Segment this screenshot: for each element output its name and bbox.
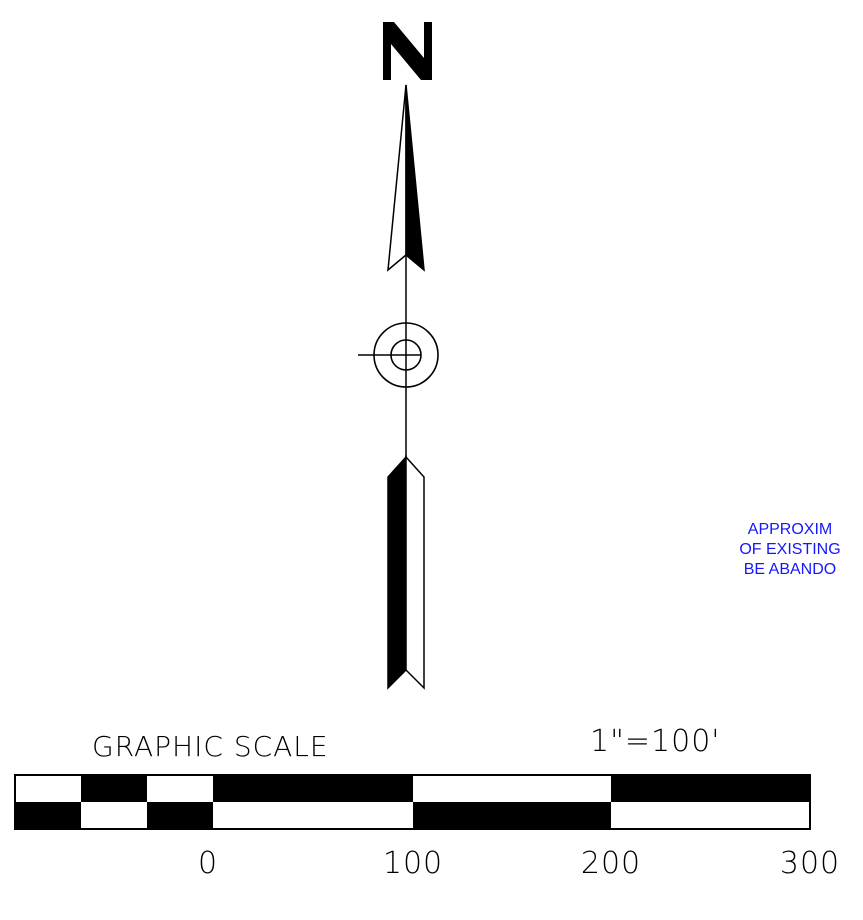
note-line: BE ABANDO [743, 561, 837, 578]
north-letter-n [383, 22, 432, 80]
graphic-scale-title: GRAPHIC SCALE [92, 730, 329, 763]
blue-note: APPROXIM OF EXISTING BE ABANDO [660, 520, 863, 580]
scale-tick-label: 100 [382, 846, 444, 881]
scale-tick-label: 0 [197, 846, 219, 881]
scale-tick-label: 300 [779, 846, 841, 881]
graphic-scale-bar [14, 774, 811, 830]
note-line: OF EXISTING [739, 541, 841, 558]
north-arrow-tail [387, 455, 425, 690]
scale-tick-label: 200 [580, 846, 642, 881]
note-line: APPROXIM [747, 521, 833, 538]
north-arrow-center-target [358, 322, 439, 388]
north-arrow-head [387, 84, 425, 272]
graphic-scale-ratio: 1"=100' [590, 724, 721, 759]
